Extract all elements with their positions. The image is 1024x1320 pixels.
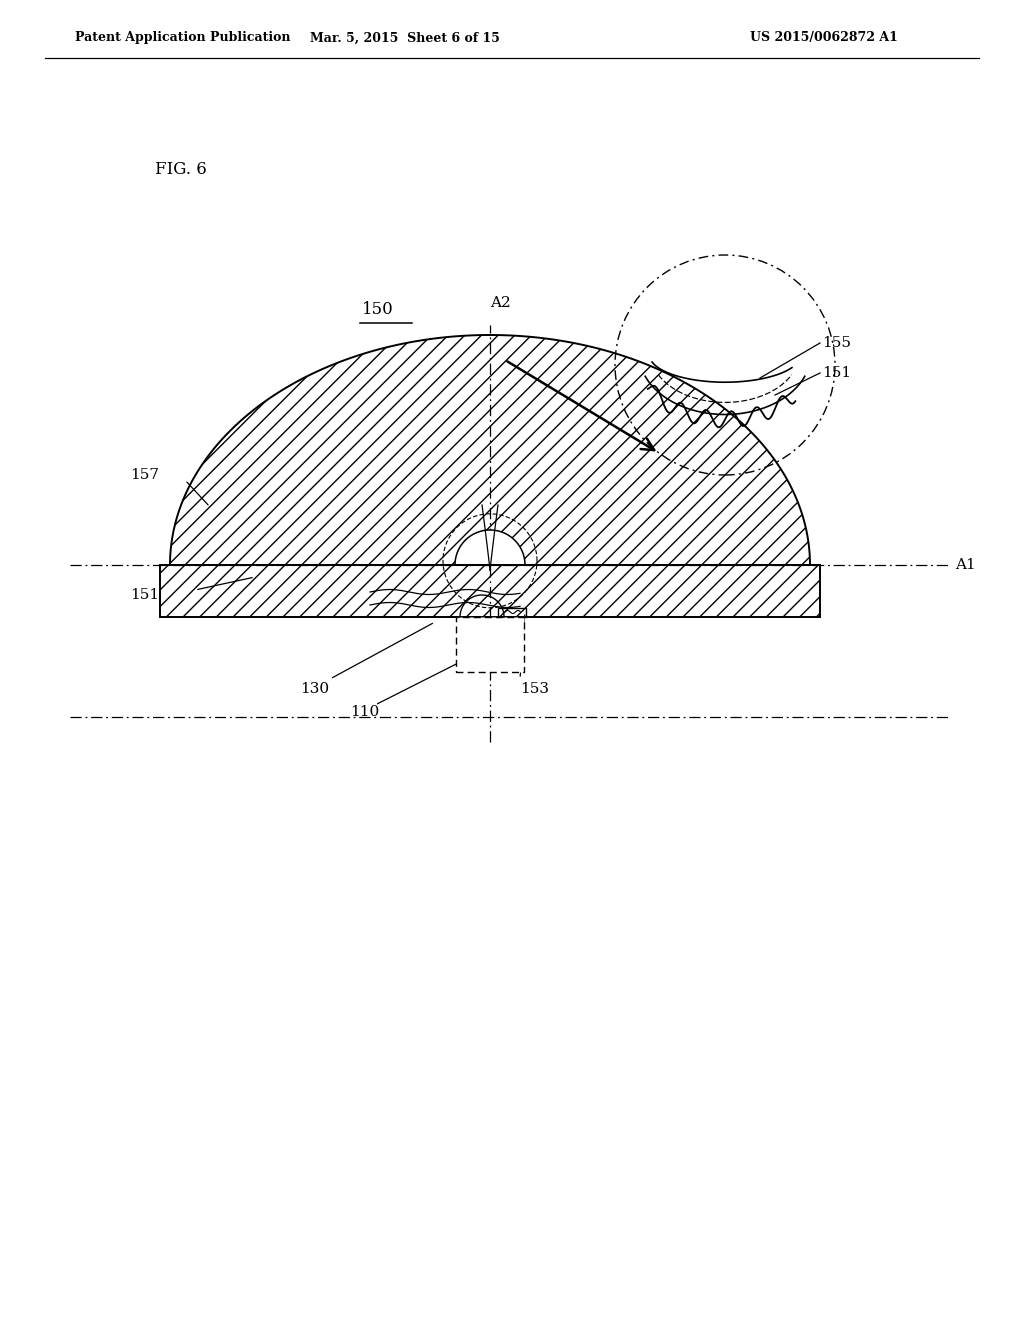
Polygon shape xyxy=(455,531,525,565)
Text: 150: 150 xyxy=(362,301,394,318)
Text: 155: 155 xyxy=(822,337,851,350)
Polygon shape xyxy=(160,565,820,616)
Text: A1: A1 xyxy=(955,558,976,572)
Text: 130: 130 xyxy=(300,682,330,696)
Text: 151: 151 xyxy=(822,366,851,380)
Text: 157: 157 xyxy=(130,469,159,482)
Text: Patent Application Publication: Patent Application Publication xyxy=(75,32,291,45)
Text: A2: A2 xyxy=(489,296,510,310)
Text: 151: 151 xyxy=(130,587,159,602)
Text: 110: 110 xyxy=(350,705,380,719)
Polygon shape xyxy=(456,616,524,672)
Text: FIG. 6: FIG. 6 xyxy=(155,161,207,178)
Polygon shape xyxy=(160,335,820,565)
Text: Mar. 5, 2015  Sheet 6 of 15: Mar. 5, 2015 Sheet 6 of 15 xyxy=(310,32,500,45)
Text: 153: 153 xyxy=(520,682,549,696)
Text: US 2015/0062872 A1: US 2015/0062872 A1 xyxy=(750,32,898,45)
